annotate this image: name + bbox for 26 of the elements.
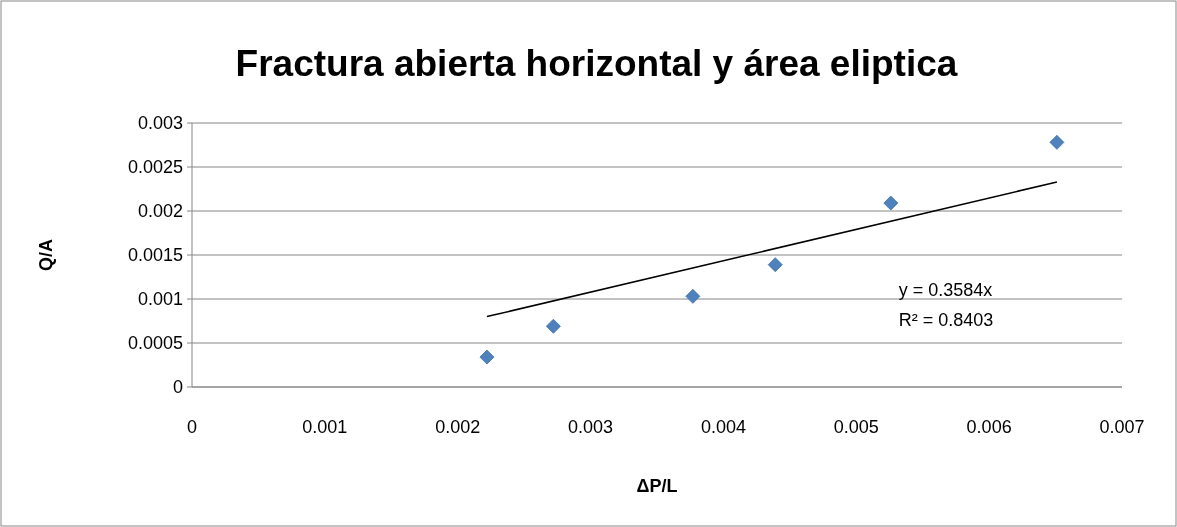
y-tick-label: 0 <box>172 377 183 398</box>
annotation: y = 0.3584x <box>898 279 993 300</box>
y-tick-label: 0.003 <box>137 113 183 134</box>
x-tick-label: 0.001 <box>302 417 348 437</box>
x-axis-title: ΔP/L <box>636 476 678 496</box>
point <box>883 195 899 211</box>
point <box>685 288 701 304</box>
y-tick-label: 0.002 <box>137 201 183 222</box>
point <box>479 349 495 365</box>
x-tick-label: 0.005 <box>833 417 879 437</box>
x-tick-label: 0.002 <box>435 417 481 437</box>
x-tick-label: 0.004 <box>700 417 746 437</box>
y-tick-label: 0.0015 <box>127 245 183 266</box>
x-tick-label: 0.003 <box>568 417 614 437</box>
y-tick-label: 0.0005 <box>127 333 183 354</box>
y-axis-title: Q/A <box>36 238 56 272</box>
y-tick-label: 0.0025 <box>127 157 183 178</box>
chart-title: Fractura abierta horizontal y área eliptica <box>235 43 958 84</box>
x-tick-label: 0.007 <box>1099 417 1145 437</box>
annotation: R² = 0.8403 <box>898 309 994 330</box>
point <box>767 257 783 273</box>
y-tick-label: 0.001 <box>137 289 183 310</box>
point <box>545 318 561 334</box>
x-tick-label: 0 <box>186 417 198 437</box>
x-tick-label: 0.006 <box>966 417 1012 437</box>
point <box>1049 134 1065 150</box>
